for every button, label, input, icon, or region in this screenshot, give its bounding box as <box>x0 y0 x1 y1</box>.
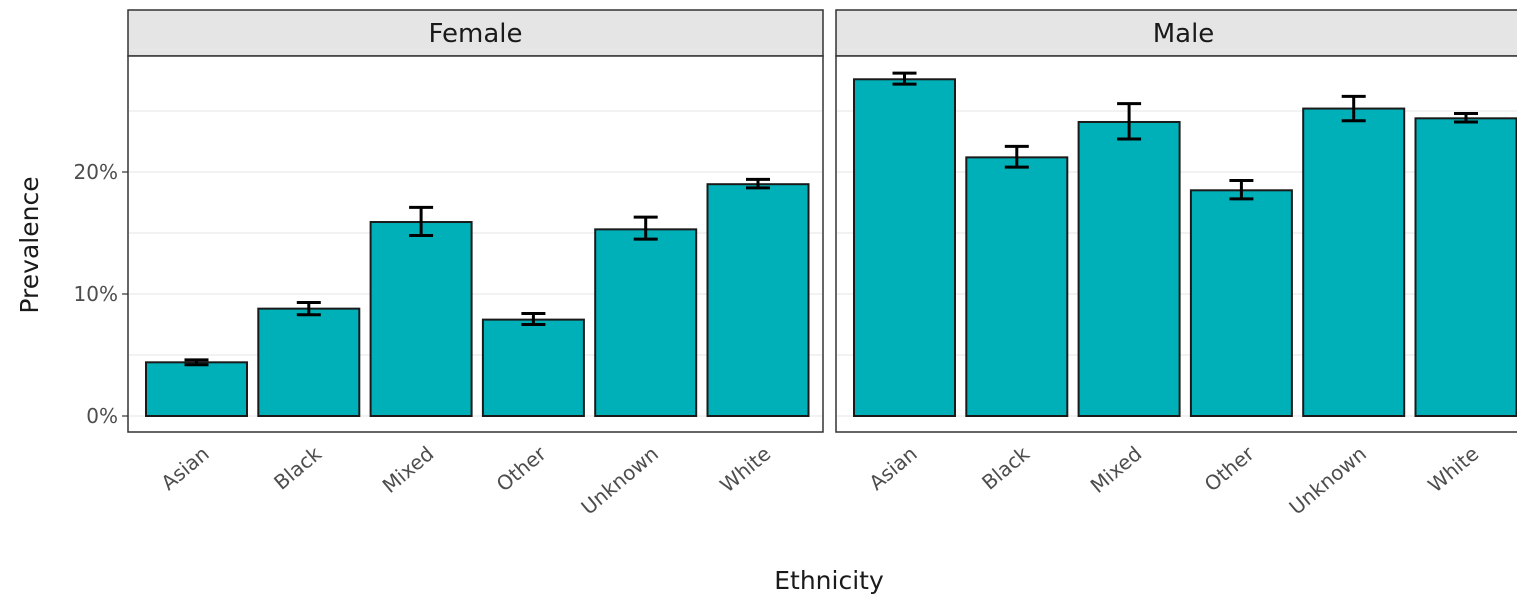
x-tick-label: Mixed <box>1086 441 1147 497</box>
error-bar-other <box>521 312 546 326</box>
bar-mixed <box>1077 120 1181 417</box>
x-axis-title: Ethnicity <box>774 566 884 595</box>
x-tick-label: Mixed <box>378 441 439 497</box>
bar-black <box>965 156 1069 418</box>
error-bar-unknown <box>633 215 658 241</box>
error-bar-white <box>1454 111 1478 124</box>
x-tick-label: Unknown <box>1284 441 1371 519</box>
error-bar-mixed <box>1117 102 1142 141</box>
error-bar-mixed <box>409 205 434 237</box>
x-tick-label: Black <box>269 441 326 494</box>
x-tick-label: Unknown <box>576 441 663 519</box>
panel-female: Female Asian Black Mixed Other Unknown White <box>127 9 824 520</box>
x-tick-label: White <box>715 441 775 497</box>
x-tick-label: White <box>1423 441 1483 497</box>
x-tick-label: Other <box>492 441 552 496</box>
error-bar-other <box>1229 179 1254 201</box>
y-tick-label: 0% <box>86 404 118 428</box>
error-bar-black <box>296 301 321 317</box>
bar-asian <box>853 78 956 417</box>
y-tick-label: 10% <box>74 282 118 306</box>
error-bar-black <box>1004 144 1029 169</box>
bar-unknown <box>1302 107 1406 417</box>
panel-male: Male Asian Black Mixed Other Unknown White <box>835 9 1517 520</box>
error-bar-asian <box>184 358 209 367</box>
error-bar-white <box>746 177 770 190</box>
bar-mixed <box>369 221 473 417</box>
bar-other <box>1189 189 1293 417</box>
facet-strip <box>127 9 824 57</box>
y-tick-label: 20% <box>74 160 118 184</box>
facet-strip <box>835 9 1517 57</box>
bar-asian <box>145 361 248 418</box>
facet-strip-label: Female <box>428 19 522 49</box>
x-tick-label: Asian <box>864 441 921 494</box>
bar-white <box>1414 117 1517 417</box>
x-tick-label: Black <box>977 441 1034 494</box>
facet-strip-label: Male <box>1153 19 1215 49</box>
bar-unknown <box>594 228 698 417</box>
x-tick-label: Asian <box>156 441 213 494</box>
error-bar-asian <box>892 71 917 86</box>
error-bar-unknown <box>1341 94 1366 123</box>
bar-white <box>706 183 810 417</box>
x-tick-label: Other <box>1200 441 1260 496</box>
y-axis-title: Prevalence <box>15 176 44 313</box>
bar-black <box>257 307 361 418</box>
bar-other <box>481 318 585 417</box>
